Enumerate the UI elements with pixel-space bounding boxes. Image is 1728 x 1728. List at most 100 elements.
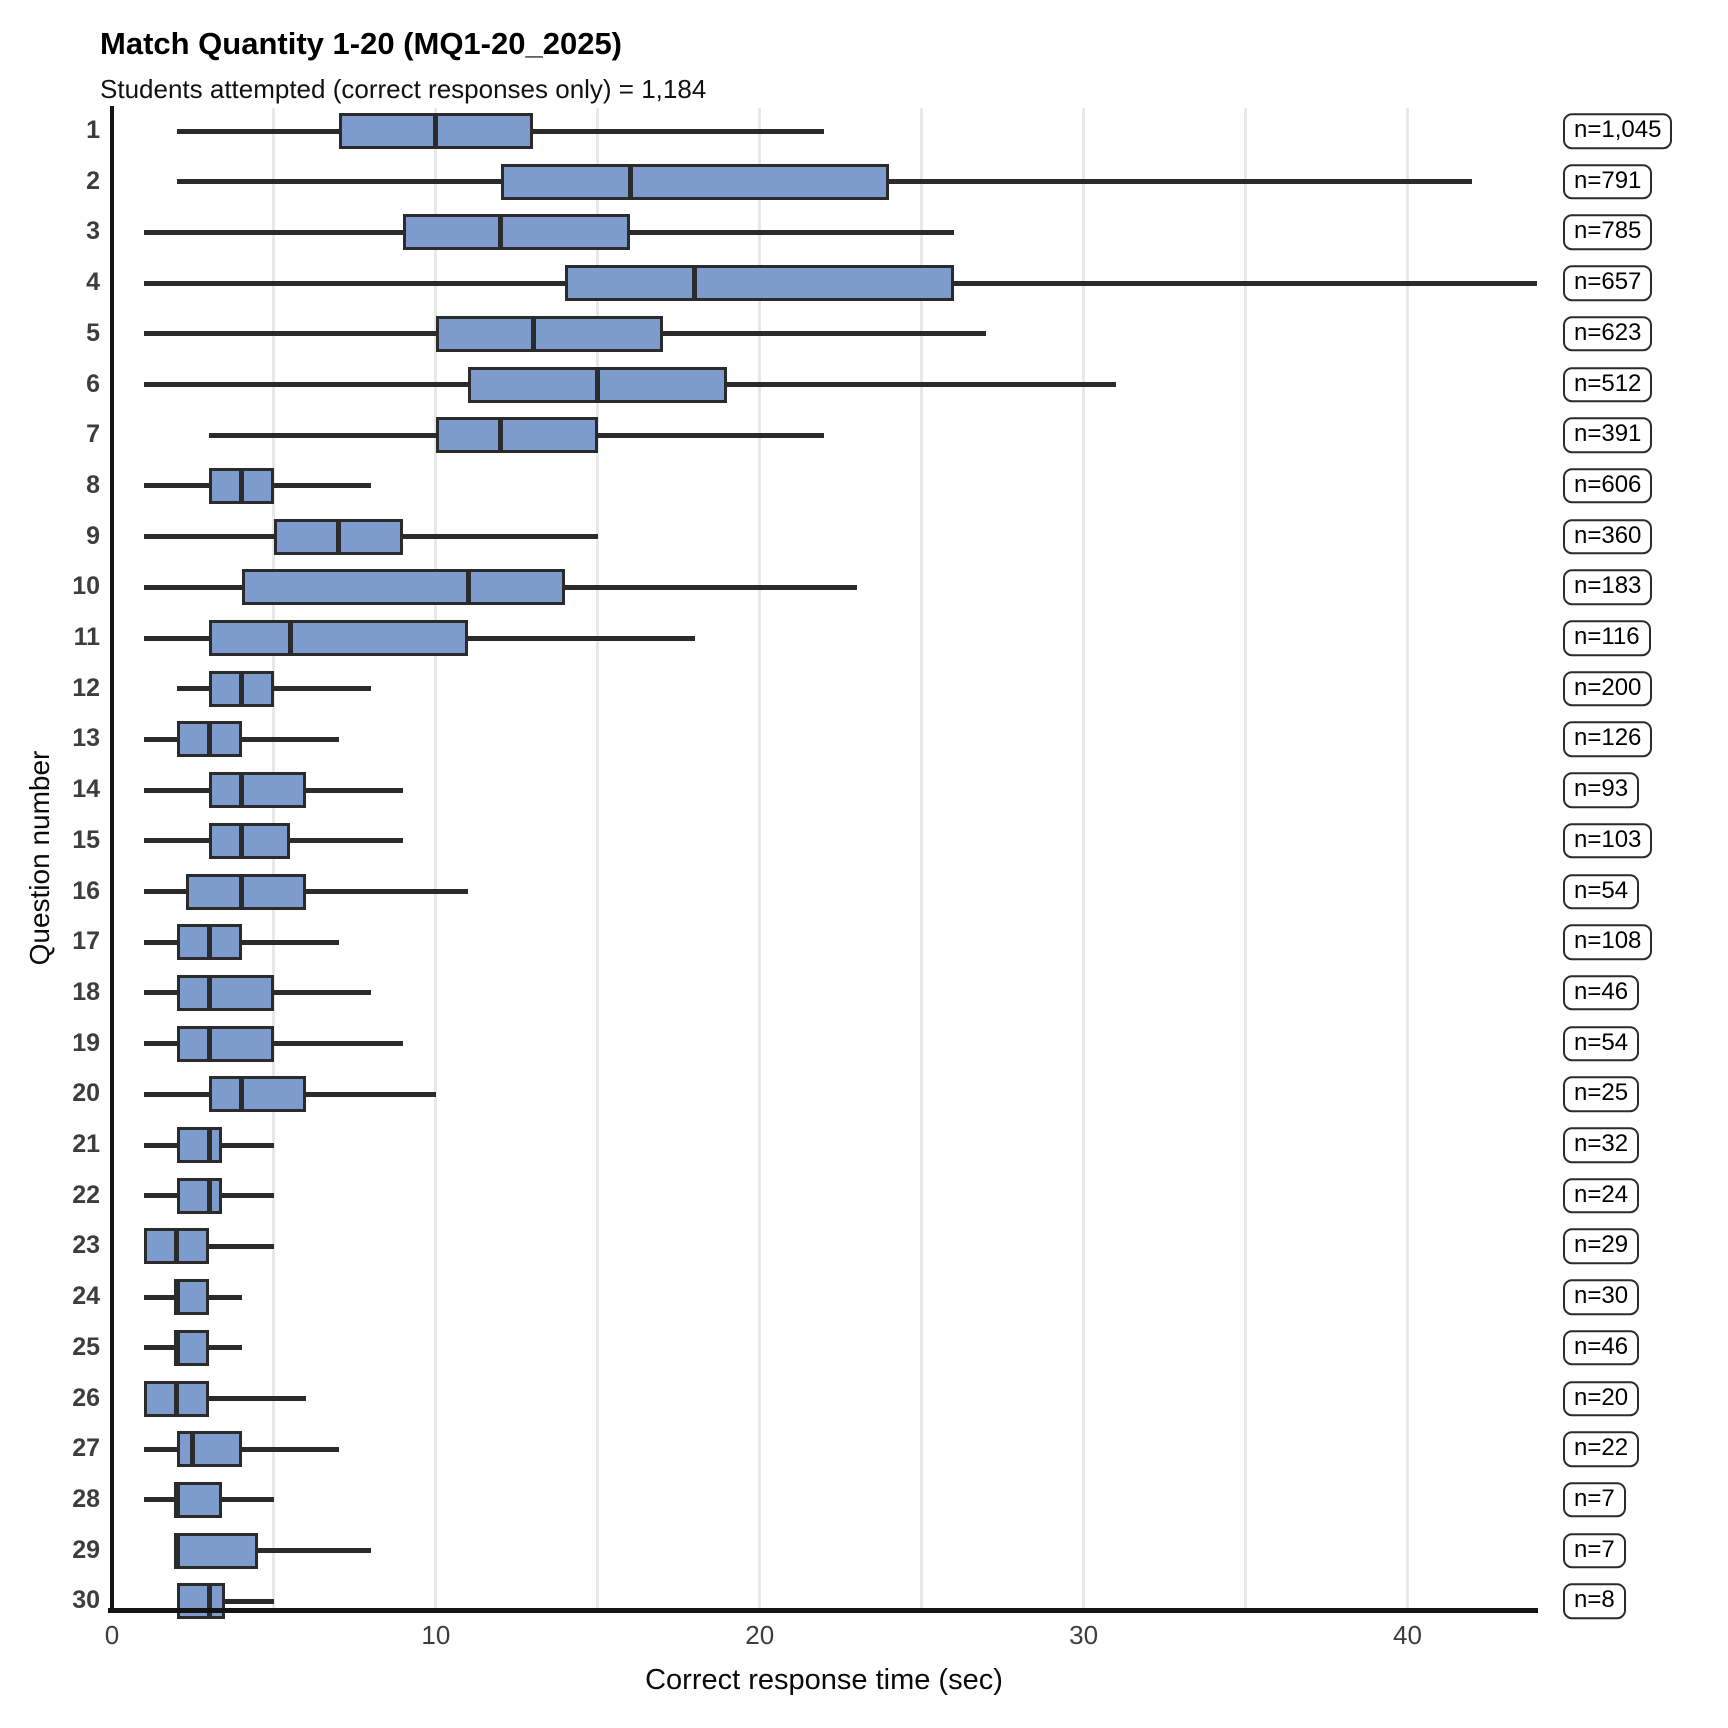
median-line: [174, 1279, 180, 1316]
x-tick-label: 20: [745, 1620, 775, 1650]
n-count-badge: n=25: [1563, 1076, 1640, 1113]
y-tick-label: 1: [86, 116, 100, 144]
whisker-line: [176, 1548, 372, 1554]
x-axis-line: [108, 1608, 1538, 1613]
n-count-badge: n=93: [1563, 772, 1640, 808]
n-count-badge: n=54: [1563, 1025, 1640, 1062]
median-line: [530, 315, 536, 352]
median-line: [336, 518, 342, 555]
plot-area: [112, 108, 1537, 1620]
box: [176, 1532, 258, 1569]
gridline: [758, 108, 762, 1610]
median-line: [206, 721, 212, 758]
n-count-badge: n=512: [1563, 366, 1653, 403]
median-line: [174, 1228, 180, 1265]
y-tick-label: 11: [73, 623, 100, 651]
median-line: [287, 620, 293, 656]
n-count-badge: n=606: [1563, 468, 1653, 504]
gridline: [596, 108, 600, 1610]
median-line: [692, 265, 698, 302]
median-line: [498, 417, 504, 454]
box: [176, 1177, 223, 1214]
n-count-badge: n=791: [1563, 163, 1653, 200]
box: [176, 974, 274, 1011]
n-count-badge: n=391: [1563, 417, 1653, 453]
box: [176, 1431, 242, 1468]
median-line: [627, 163, 633, 200]
gridline: [920, 108, 924, 1610]
box: [241, 569, 566, 606]
y-tick-label: 24: [72, 1282, 100, 1311]
n-count-badge: n=32: [1563, 1127, 1640, 1163]
n-count-badge: n=7: [1563, 1482, 1626, 1518]
y-tick-label: 20: [72, 1079, 100, 1108]
gridline: [434, 108, 438, 1610]
box: [565, 265, 955, 302]
median-line: [190, 1431, 196, 1468]
whisker-line: [144, 1396, 307, 1401]
y-tick-label: 16: [72, 876, 100, 905]
n-count-badge: n=785: [1563, 214, 1653, 251]
n-count-badge: n=20: [1563, 1380, 1640, 1417]
y-tick-label: 2: [86, 166, 100, 195]
box: [403, 214, 631, 251]
y-tick-label: 30: [72, 1586, 100, 1615]
chart-subtitle: Students attempted (correct responses on…: [100, 74, 707, 104]
n-count-badge: n=108: [1563, 924, 1653, 960]
y-tick-label: 7: [86, 420, 100, 449]
y-tick-label: 29: [72, 1535, 100, 1564]
y-tick-label: 4: [86, 268, 100, 297]
n-count-badge: n=103: [1563, 823, 1653, 859]
n-count-badge: n=30: [1563, 1279, 1640, 1315]
median-line: [239, 772, 245, 809]
y-tick-label: 26: [72, 1383, 100, 1412]
median-line: [465, 569, 471, 606]
median-line: [206, 1583, 212, 1620]
box: [176, 1583, 226, 1620]
gridline: [1244, 108, 1248, 1610]
y-tick-label: 13: [72, 724, 100, 753]
x-tick-label: 30: [1069, 1620, 1099, 1650]
y-tick-label: 12: [72, 673, 100, 702]
x-tick-label: 40: [1392, 1620, 1422, 1650]
n-count-badge: n=183: [1563, 569, 1653, 606]
y-tick-label: 19: [72, 1028, 100, 1057]
box: [209, 620, 469, 656]
n-count-badge: n=116: [1563, 620, 1651, 656]
median-line: [174, 1329, 180, 1366]
n-count-badge: n=1,045: [1563, 113, 1673, 149]
n-count-badge: n=46: [1563, 975, 1640, 1011]
box: [500, 163, 890, 200]
n-count-badge: n=126: [1563, 721, 1653, 758]
y-tick-label: 28: [72, 1484, 100, 1513]
median-line: [206, 1025, 212, 1062]
x-axis-title: Correct response time (sec): [645, 1664, 1003, 1696]
n-count-badge: n=7: [1563, 1532, 1626, 1569]
n-count-badge: n=623: [1563, 316, 1653, 352]
y-tick-label: 23: [72, 1231, 100, 1260]
median-line: [174, 1532, 180, 1569]
median-line: [239, 467, 245, 504]
whisker-line: [144, 939, 339, 945]
n-count-badge: n=657: [1563, 265, 1653, 301]
y-tick-label: 10: [72, 572, 100, 601]
y-tick-label: 25: [72, 1332, 100, 1361]
median-line: [206, 1177, 212, 1214]
median-line: [433, 113, 439, 149]
n-count-badge: n=54: [1563, 873, 1640, 910]
box: [176, 1481, 223, 1518]
y-tick-label: 27: [72, 1434, 100, 1463]
chart-title: Match Quantity 1-20 (MQ1-20_2025): [100, 26, 623, 61]
y-tick-label: 21: [72, 1130, 100, 1158]
median-line: [239, 670, 245, 707]
y-tick-label: 14: [72, 775, 100, 804]
median-line: [206, 1127, 212, 1163]
box: [176, 1329, 210, 1366]
y-tick-label: 15: [72, 825, 100, 854]
whisker-line: [144, 1446, 339, 1452]
whisker-line: [176, 686, 372, 692]
gridline: [1405, 108, 1409, 1610]
gridline: [1082, 108, 1086, 1610]
y-tick-label: 17: [72, 927, 100, 956]
